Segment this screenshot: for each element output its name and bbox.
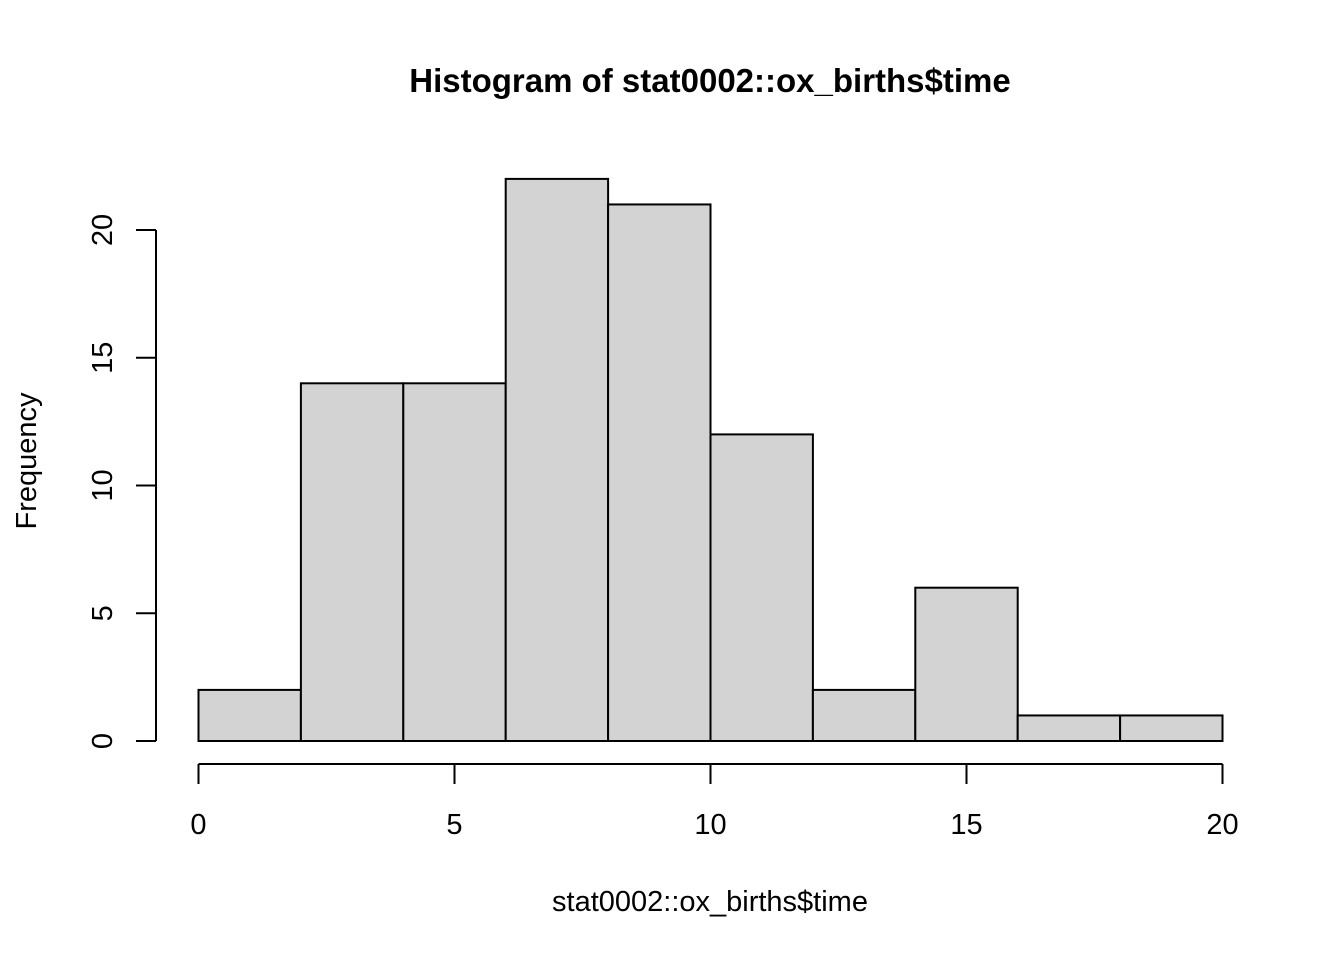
histogram-bar (299, 382, 405, 742)
histogram-bar (402, 382, 507, 742)
y-axis-label: Frequency (11, 392, 43, 530)
bars-group (197, 177, 1224, 743)
x-tick-label: 5 (446, 809, 462, 841)
x-tick-label: 10 (694, 809, 726, 841)
y-tick-label: 20 (87, 214, 119, 246)
y-tick-label: 5 (87, 605, 119, 621)
x-axis: 0 5 10 15 20 (190, 763, 1239, 841)
x-axis-label: stat0002::ox_births$time (552, 886, 868, 918)
histogram-bar (914, 586, 1019, 743)
histogram-bar (1016, 714, 1122, 743)
x-tick-label: 0 (190, 809, 206, 841)
y-axis: 0 5 10 15 20 (87, 214, 157, 749)
histogram-bar (197, 688, 302, 743)
histogram-bar (1119, 714, 1224, 743)
histogram-bar (607, 203, 712, 742)
histogram-bar (811, 688, 917, 743)
y-tick-label: 0 (87, 733, 119, 749)
histogram-bar (709, 433, 814, 742)
y-tick-label: 10 (87, 469, 119, 501)
x-tick-label: 15 (950, 809, 982, 841)
x-tick-label: 20 (1206, 809, 1238, 841)
chart-title: Histogram of stat0002::ox_births$time (409, 62, 1011, 99)
y-tick-label: 15 (87, 342, 119, 374)
histogram-bar (504, 177, 610, 742)
